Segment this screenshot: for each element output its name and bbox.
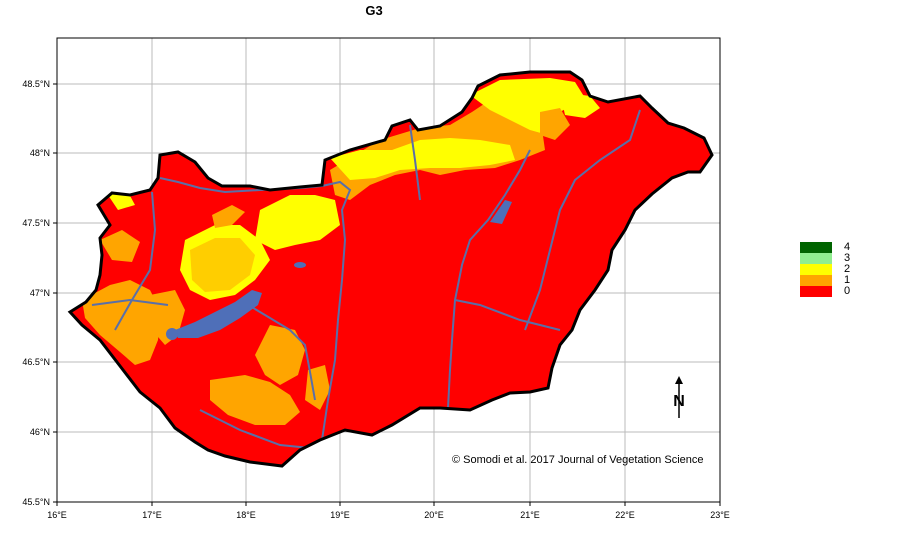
map-frame — [56, 37, 721, 503]
x-tick-label: 21°E — [520, 510, 540, 520]
north-arrow: N — [673, 376, 685, 418]
legend-item: 3 — [800, 253, 850, 264]
x-tick-label: 19°E — [330, 510, 350, 520]
y-tick-label: 47.5°N — [22, 218, 50, 228]
x-tick-label: 18°E — [236, 510, 256, 520]
x-tick-label: 20°E — [424, 510, 444, 520]
legend-label: 1 — [844, 274, 851, 286]
x-tick-label: 16°E — [47, 510, 67, 520]
y-tick-label: 46°N — [30, 427, 50, 437]
legend-item: 0 — [800, 286, 850, 297]
legend: 4 3 2 1 0 — [800, 242, 850, 297]
y-tick-label: 45.5°N — [22, 497, 50, 507]
x-tick-label: 23°E — [710, 510, 730, 520]
legend-label: 0 — [844, 285, 851, 297]
y-tick-label: 48°N — [30, 148, 50, 158]
legend-swatch — [800, 242, 832, 253]
legend-label: 2 — [844, 263, 851, 275]
legend-swatch — [800, 275, 832, 286]
legend-swatch — [800, 253, 832, 264]
legend-label: 3 — [844, 252, 851, 264]
legend-item: 1 — [800, 275, 850, 286]
rivers — [91, 109, 641, 466]
legend-item: 4 — [800, 242, 850, 253]
x-axis: 16°E 17°E 18°E 19°E 20°E 21°E 22°E 23°E — [47, 502, 730, 520]
x-tick-label: 17°E — [142, 510, 162, 520]
legend-swatch — [800, 286, 832, 297]
lakes — [166, 200, 512, 340]
legend-swatch — [800, 264, 832, 275]
y-tick-label: 47°N — [30, 288, 50, 298]
legend-label: 4 — [844, 241, 851, 253]
arrow-head-icon — [675, 376, 683, 384]
y-tick-label: 48.5°N — [22, 79, 50, 89]
x-tick-label: 22°E — [615, 510, 635, 520]
y-axis: 45.5°N 46°N 46.5°N 47°N 47.5°N 48°N 48.5… — [22, 79, 57, 507]
credit-text: © Somodi et al. 2017 Journal of Vegetati… — [452, 454, 704, 466]
north-label: N — [673, 393, 685, 410]
legend-item: 2 — [800, 264, 850, 275]
y-tick-label: 46.5°N — [22, 357, 50, 367]
map-title: G3 — [365, 3, 383, 18]
